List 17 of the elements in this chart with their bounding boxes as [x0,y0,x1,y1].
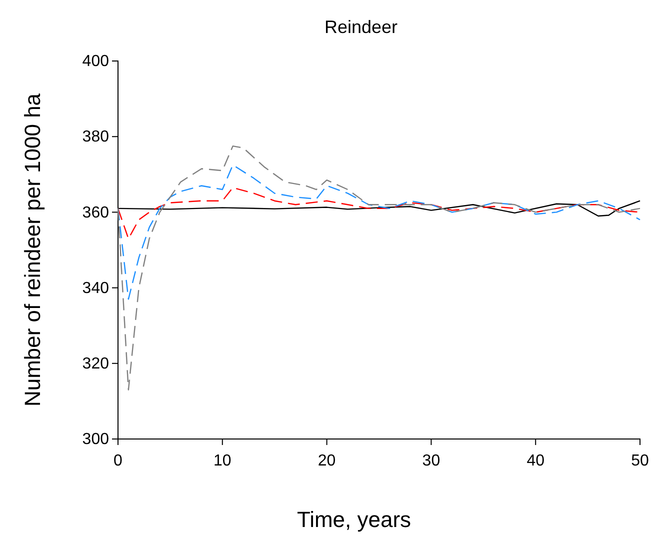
y-tick-label: 380 [82,128,110,146]
y-tick-label: 340 [82,280,110,297]
x-tick-label: 50 [631,452,649,470]
y-tick-label: 320 [82,356,110,373]
x-tick-label: 20 [318,452,336,470]
x-tick-label: 0 [114,452,123,470]
line-series [117,145,641,390]
line-series [117,164,641,300]
y-axis-title: Number of reindeer per 1000 ha [20,92,45,407]
y-tick-label: 300 [82,431,110,448]
y-tick-label: 400 [82,53,110,70]
chart-title: Reindeer [324,17,398,37]
x-tick-label: 40 [526,452,545,470]
x-axis-title: Time, years [296,507,412,532]
x-tick-label: 10 [214,452,232,470]
x-tick-label: 30 [422,452,440,470]
y-tick-label: 360 [82,204,110,222]
